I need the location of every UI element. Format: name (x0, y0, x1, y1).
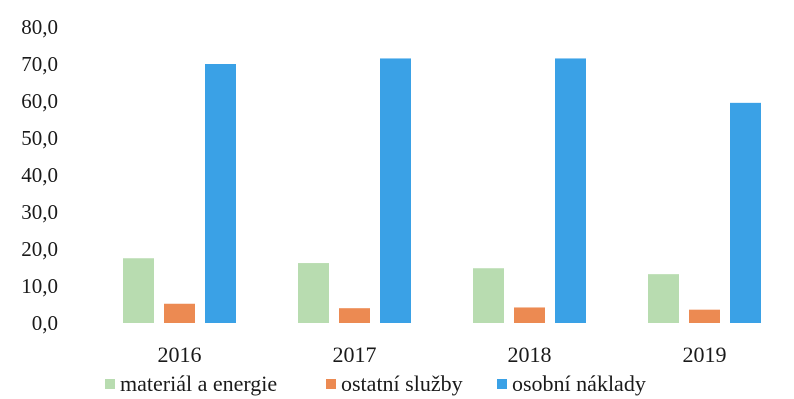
legend-label-1: materiál a energie (120, 371, 277, 396)
y-tick-label: 80,0 (21, 15, 58, 39)
legend-swatch-3 (497, 379, 507, 389)
bar-2018-1 (473, 268, 504, 323)
x-tick-label: 2017 (333, 342, 377, 367)
legend-swatch-1 (105, 379, 115, 389)
y-tick-label: 70,0 (21, 52, 58, 76)
bar-2016-3 (205, 64, 236, 323)
plot-area (123, 58, 761, 323)
bar-2017-3 (380, 58, 411, 323)
y-tick-label: 40,0 (21, 163, 58, 187)
legend: materiál a energie ostatní služby osobní n… (105, 371, 646, 396)
y-tick-label: 50,0 (21, 126, 58, 150)
bar-2018-3 (555, 58, 586, 323)
y-tick-label: 0,0 (32, 311, 58, 335)
x-axis: 2016 2017 2018 2019 (158, 342, 727, 367)
bar-2019-2 (689, 309, 720, 323)
bar-2017-2 (339, 308, 370, 323)
y-tick-label: 30,0 (21, 200, 58, 224)
legend-swatch-2 (326, 379, 336, 389)
bar-2016-1 (123, 258, 154, 323)
x-tick-label: 2019 (683, 342, 727, 367)
bar-2016-2 (164, 303, 195, 323)
y-axis: 0,0 10,0 20,0 30,0 40,0 50,0 60,0 70,0 80,0 (21, 15, 58, 335)
bar-2019-3 (730, 102, 761, 323)
y-tick-label: 10,0 (21, 274, 58, 298)
y-tick-label: 20,0 (21, 237, 58, 261)
bar-2019-1 (648, 274, 679, 323)
legend-label-2: ostatní služby (341, 371, 463, 396)
bar-2017-1 (298, 263, 329, 323)
x-tick-label: 2016 (158, 342, 202, 367)
y-tick-label: 60,0 (21, 89, 58, 113)
bar-2018-2 (514, 307, 545, 323)
legend-label-3: osobní náklady (512, 371, 646, 396)
x-tick-label: 2018 (508, 342, 552, 367)
